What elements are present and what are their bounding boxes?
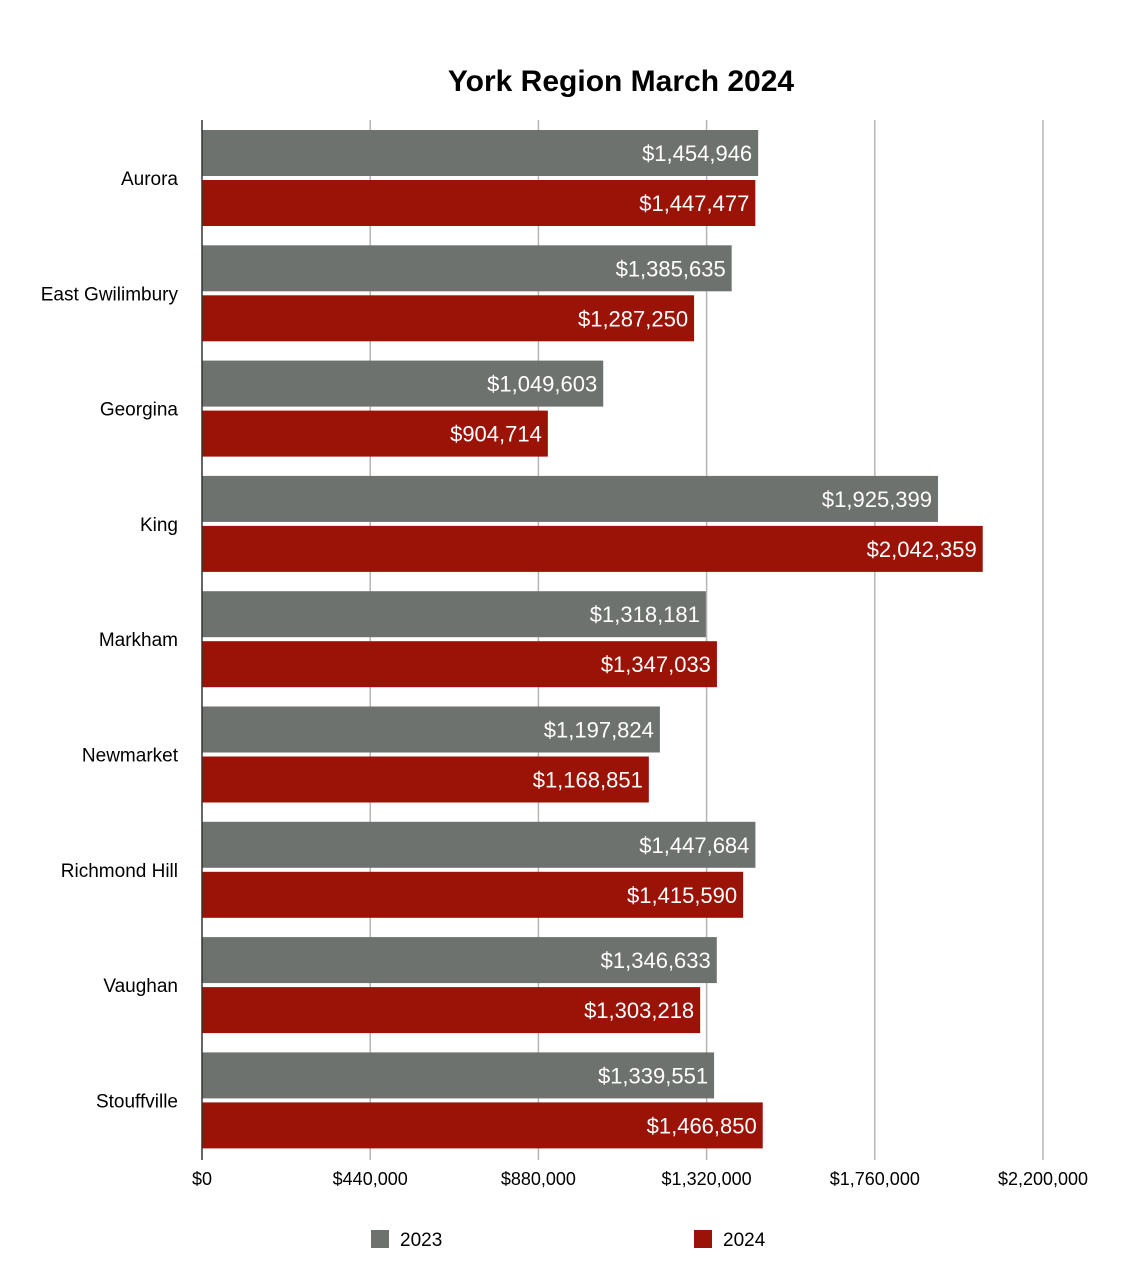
bar-2024-5 bbox=[202, 756, 649, 803]
bar-2023-4 bbox=[202, 591, 706, 638]
data-label-2023-7: $1,346,633 bbox=[601, 948, 711, 973]
data-label-2023-4: $1,318,181 bbox=[590, 602, 700, 627]
category-label: Georgina bbox=[100, 400, 179, 421]
bar-2023-6 bbox=[202, 821, 756, 868]
category-label: Markham bbox=[99, 630, 178, 651]
bar-2024-8 bbox=[202, 1102, 763, 1149]
data-label-2024-4: $1,347,033 bbox=[601, 652, 711, 677]
data-label-2024-1: $1,287,250 bbox=[578, 306, 688, 331]
legend-swatch-2024 bbox=[694, 1230, 712, 1248]
bar-2023-8 bbox=[202, 1052, 715, 1099]
data-label-2023-2: $1,049,603 bbox=[487, 372, 597, 397]
category-label: Aurora bbox=[121, 169, 178, 190]
category-label: King bbox=[140, 515, 178, 536]
bar-2023-0 bbox=[202, 130, 759, 176]
x-tick-label: $440,000 bbox=[333, 1169, 408, 1189]
chart-title: York Region March 2024 bbox=[448, 65, 795, 98]
bar-2024-7 bbox=[202, 987, 701, 1034]
x-tick-label: $1,760,000 bbox=[830, 1169, 920, 1189]
data-label-2024-2: $904,714 bbox=[450, 422, 542, 447]
category-label: Vaughan bbox=[103, 976, 178, 997]
bar-2023-7 bbox=[202, 937, 717, 984]
data-label-2023-0: $1,454,946 bbox=[642, 141, 752, 166]
category-label: Stouffville bbox=[96, 1091, 178, 1112]
bar-2023-5 bbox=[202, 706, 660, 753]
data-label-2023-6: $1,447,684 bbox=[639, 833, 749, 858]
category-label: East Gwilimbury bbox=[41, 284, 179, 305]
legend-label-2024: 2024 bbox=[723, 1230, 766, 1251]
bar-2024-1 bbox=[202, 295, 695, 342]
x-tick-label: $1,320,000 bbox=[662, 1169, 752, 1189]
data-label-2023-8: $1,339,551 bbox=[598, 1063, 708, 1088]
bar-2023-1 bbox=[202, 245, 732, 292]
bar-2024-3 bbox=[202, 525, 983, 572]
category-label: Newmarket bbox=[82, 746, 179, 767]
data-label-2024-8: $1,466,850 bbox=[647, 1113, 757, 1138]
x-tick-label: $2,200,000 bbox=[998, 1169, 1088, 1189]
data-label-2024-5: $1,168,851 bbox=[533, 768, 643, 793]
bar-2024-0 bbox=[202, 180, 756, 226]
bar-2023-3 bbox=[202, 475, 939, 522]
data-label-2023-1: $1,385,635 bbox=[616, 256, 726, 281]
category-label: Richmond Hill bbox=[61, 861, 178, 882]
legend-label-2023: 2023 bbox=[400, 1230, 442, 1251]
data-label-2024-3: $2,042,359 bbox=[867, 537, 977, 562]
data-label-2024-0: $1,447,477 bbox=[639, 191, 749, 216]
data-label-2024-7: $1,303,218 bbox=[584, 998, 694, 1023]
bar-2023-2 bbox=[202, 360, 604, 407]
legend-swatch-2023 bbox=[371, 1230, 389, 1248]
x-tick-label: $880,000 bbox=[501, 1169, 576, 1189]
bar-2024-4 bbox=[202, 641, 717, 688]
data-label-2024-6: $1,415,590 bbox=[627, 883, 737, 908]
data-label-2023-3: $1,925,399 bbox=[822, 487, 932, 512]
bar-2024-2 bbox=[202, 410, 548, 457]
bar-2024-6 bbox=[202, 871, 744, 918]
x-tick-label: $0 bbox=[192, 1169, 212, 1189]
data-label-2023-5: $1,197,824 bbox=[544, 718, 654, 743]
